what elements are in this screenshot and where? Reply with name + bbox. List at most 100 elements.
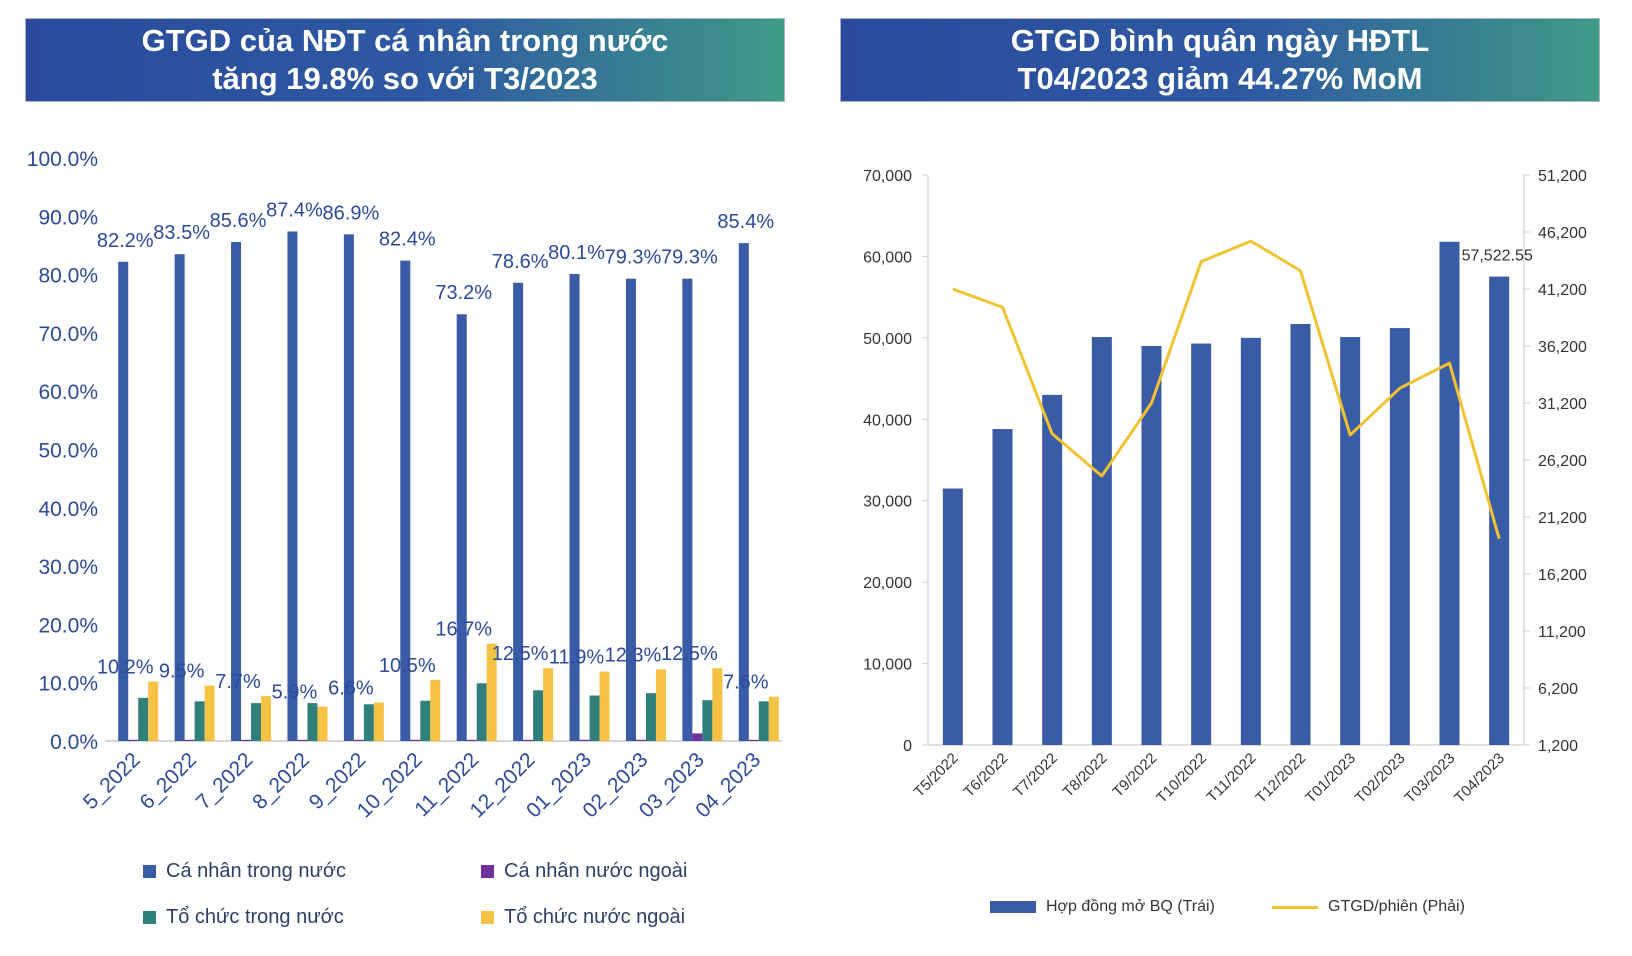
legend-label: Tổ chức trong nước xyxy=(166,906,344,928)
bar-hop-dong-T04/2023 xyxy=(1489,276,1510,745)
data-label-ca-nhan-trong-nuoc: 80.1% xyxy=(548,242,605,264)
bar-2-10_2022 xyxy=(410,739,421,741)
left-y-tick-label: 40,000 xyxy=(863,412,912,429)
right-chart-banner: GTGD bình quân ngày HĐTL T04/2023 giảm 4… xyxy=(840,18,1600,102)
data-label-ca-nhan-trong-nuoc: 85.6% xyxy=(210,210,267,232)
bar-2-01_2023 xyxy=(579,739,590,741)
right-y-tick-label: 6,200 xyxy=(1538,681,1578,698)
bar-4-01_2023 xyxy=(599,671,610,741)
bar-hop-dong-T6/2022 xyxy=(992,429,1013,745)
legend-item-hop-dong-mo: Hợp đồng mở BQ (Trái) xyxy=(990,898,1215,916)
left-banner-line1: GTGD của NĐT cá nhân trong nước xyxy=(141,23,669,58)
bar-2-11_2022 xyxy=(466,739,477,741)
bar-3-9_2022 xyxy=(363,704,374,741)
x-tick-label: T10/2022 xyxy=(1153,750,1210,807)
legend-label: Hợp đồng mở BQ (Trái) xyxy=(1046,898,1215,915)
right-y-tick-label: 36,200 xyxy=(1538,339,1587,356)
bar-1-03_2023 xyxy=(682,278,693,741)
legend-item-ca-nhan-nuoc-ngoai: Cá nhân nước ngoài xyxy=(481,860,687,883)
data-label-to-chuc-nuoc-ngoai: 10.2% xyxy=(97,657,154,679)
x-tick-label: T8/2022 xyxy=(1060,750,1111,801)
bar-hop-dong-T8/2022 xyxy=(1091,337,1112,745)
bar-2-02_2023 xyxy=(635,739,646,741)
bar-3-10_2022 xyxy=(420,700,431,741)
data-label-to-chuc-nuoc-ngoai: 12.5% xyxy=(492,643,549,665)
last-bar-annotation: 57,522.55 xyxy=(1462,248,1533,265)
right-y-tick-label: 26,200 xyxy=(1538,453,1587,470)
left-bar-chart: 0.0% 10.0% 20.0% 30.0% 40.0% 50.0% 60.0% 70.0% 8… xyxy=(27,148,782,822)
line-gtgd-phien xyxy=(952,239,1501,540)
right-y-tick-label: 21,200 xyxy=(1538,510,1587,527)
left-chart-banner: GTGD của NĐT cá nhân trong nước tăng 19.… xyxy=(25,18,785,102)
y-tick-label: 20.0% xyxy=(38,614,98,637)
bar-3-03_2023 xyxy=(702,700,713,741)
left-y-tick-label: 10,000 xyxy=(863,657,912,674)
left-y-tick-label: 60,000 xyxy=(863,249,912,266)
y-tick-label: 0.0% xyxy=(50,731,98,754)
data-label-to-chuc-nuoc-ngoai: 6.6% xyxy=(328,678,374,700)
x-tick-label: T11/2022 xyxy=(1204,750,1260,806)
bar-4-5_2022 xyxy=(148,681,159,741)
bar-1-5_2022 xyxy=(118,261,129,741)
legend-swatch xyxy=(990,901,1036,913)
bar-4-12_2022 xyxy=(543,668,554,741)
bar-2-7_2022 xyxy=(241,739,252,741)
bar-3-8_2022 xyxy=(307,703,318,741)
legend-swatch xyxy=(481,911,494,924)
left-y-tick-label: 50,000 xyxy=(863,331,912,348)
x-tick-label: T03/2023 xyxy=(1401,750,1458,807)
bar-hop-dong-T03/2023 xyxy=(1439,241,1460,745)
data-label-ca-nhan-trong-nuoc: 79.3% xyxy=(605,247,662,269)
data-label-to-chuc-nuoc-ngoai: 7.7% xyxy=(215,671,261,693)
right-banner-line1: GTGD bình quân ngày HĐTL xyxy=(1010,23,1430,58)
data-label-ca-nhan-trong-nuoc: 79.3% xyxy=(661,247,718,269)
bar-4-03_2023 xyxy=(712,668,723,741)
bar-3-12_2022 xyxy=(533,690,544,741)
left-y-tick-label: 70,000 xyxy=(863,168,912,185)
y-tick-label: 10.0% xyxy=(38,673,98,696)
bar-hop-dong-T11/2022 xyxy=(1240,337,1261,745)
data-label-ca-nhan-trong-nuoc: 82.4% xyxy=(379,229,436,251)
y-tick-label: 70.0% xyxy=(38,323,98,346)
x-tick-label: T7/2022 xyxy=(1010,750,1061,801)
legend-swatch xyxy=(143,911,156,924)
legend-swatch xyxy=(481,865,494,878)
data-label-to-chuc-nuoc-ngoai: 12.5% xyxy=(661,643,718,665)
data-label-ca-nhan-trong-nuoc: 86.9% xyxy=(323,202,380,224)
data-label-ca-nhan-trong-nuoc: 85.4% xyxy=(717,211,774,233)
left-y-tick-label: 0 xyxy=(903,738,912,755)
data-label-to-chuc-nuoc-ngoai: 9.5% xyxy=(159,661,205,683)
bar-1-01_2023 xyxy=(569,274,580,741)
x-tick-label: T6/2022 xyxy=(960,750,1011,801)
left-y-tick-label: 30,000 xyxy=(863,494,912,511)
bar-2-6_2022 xyxy=(184,739,195,741)
legend-item-gtgd-phien: GTGD/phiên (Phải) xyxy=(1272,898,1465,916)
bar-1-04_2023 xyxy=(738,243,749,742)
bar-3-7_2022 xyxy=(251,703,262,741)
data-label-ca-nhan-trong-nuoc: 82.2% xyxy=(97,230,154,252)
bar-1-7_2022 xyxy=(231,241,242,741)
bar-4-9_2022 xyxy=(373,702,384,741)
bar-hop-dong-T9/2022 xyxy=(1141,346,1162,745)
bar-2-03_2023 xyxy=(692,733,703,741)
y-tick-label: 100.0% xyxy=(27,148,98,171)
data-label-ca-nhan-trong-nuoc: 87.4% xyxy=(266,199,323,221)
x-tick-label: T5/2022 xyxy=(911,750,962,801)
bar-1-6_2022 xyxy=(174,254,185,741)
bar-1-8_2022 xyxy=(287,231,298,741)
bar-hop-dong-T5/2022 xyxy=(942,488,963,745)
legend-line-swatch xyxy=(1272,905,1318,909)
bar-hop-dong-T02/2023 xyxy=(1389,328,1410,745)
legend-item-ca-nhan-trong-nuoc: Cá nhân trong nước xyxy=(143,860,346,883)
bar-2-04_2023 xyxy=(748,739,759,741)
bar-1-10_2022 xyxy=(400,260,411,741)
bar-3-01_2023 xyxy=(589,695,600,741)
bar-hop-dong-T7/2022 xyxy=(1042,394,1063,745)
left-banner-line2: tăng 19.8% so với T3/2023 xyxy=(212,61,598,96)
right-y-tick-label: 1,200 xyxy=(1538,738,1578,755)
bar-4-6_2022 xyxy=(204,685,215,741)
bar-3-5_2022 xyxy=(138,697,149,741)
right-y-tick-label: 16,200 xyxy=(1538,567,1587,584)
bar-1-9_2022 xyxy=(343,234,354,742)
